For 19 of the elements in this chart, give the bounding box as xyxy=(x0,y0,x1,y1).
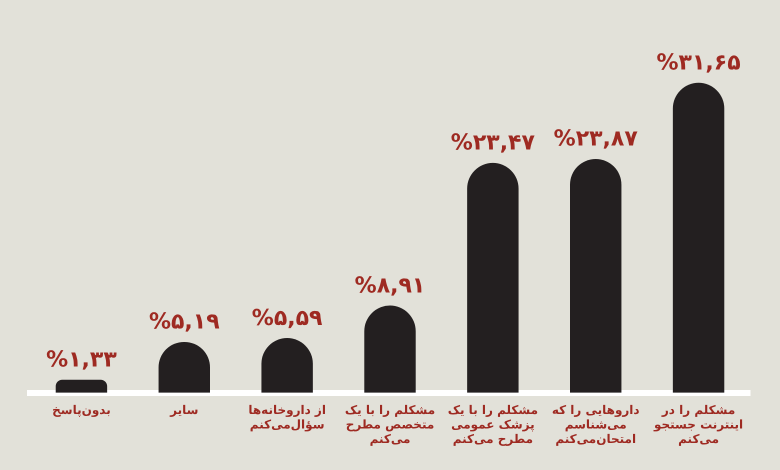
bar xyxy=(56,380,108,393)
x-tick-label: داروهایی را که می‌شناسم امتحان‌می‌کنم xyxy=(552,403,640,446)
bar xyxy=(672,82,724,393)
data-label: %۵,۱۹ xyxy=(148,310,220,335)
data-label: %۲۳,۴۷ xyxy=(450,130,536,156)
data-label: %۳۱,۶۵ xyxy=(656,50,741,76)
x-tick-label: از داروخانه‌ها سؤال‌می‌کنم xyxy=(248,403,326,432)
data-label: %۲۳,۸۷ xyxy=(554,126,638,152)
x-tick-label: مشکلم را با یک پزشک عمومی مطرح می‌کنم xyxy=(448,403,538,446)
bar xyxy=(467,162,519,393)
x-tick-label: سایر xyxy=(169,403,198,418)
x-tick-label: بدون‌پاسخ xyxy=(52,403,111,418)
data-label: %۸,۹۱ xyxy=(354,273,426,298)
x-tick-label: مشکلم را در اینترنت جستجو می‌کنم xyxy=(652,403,744,446)
bar xyxy=(570,159,622,393)
bar xyxy=(364,306,416,393)
data-label: %۵,۵۹ xyxy=(252,306,322,331)
data-label: %۱,۳۳ xyxy=(46,347,118,372)
x-tick-label: مشکلم را با یک متخصص مطرح می‌کنم xyxy=(344,403,436,446)
